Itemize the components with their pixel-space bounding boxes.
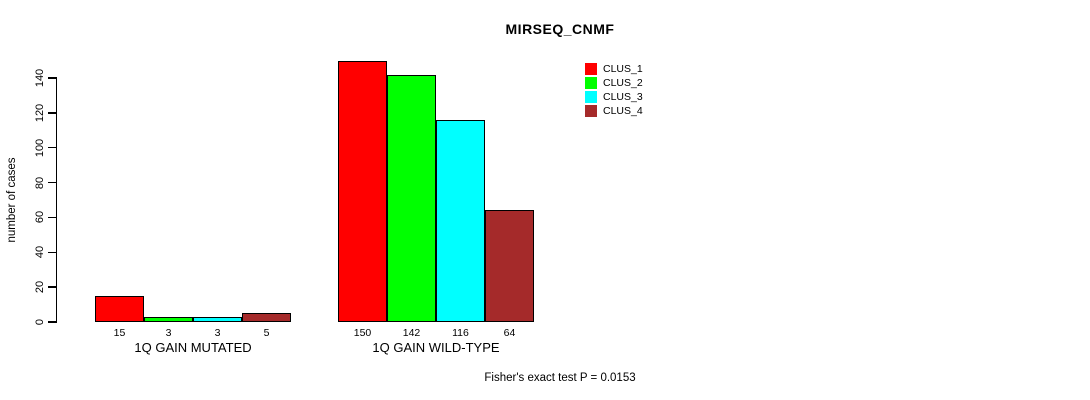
legend-item: CLUS_4 — [585, 104, 643, 118]
legend-label: CLUS_4 — [603, 105, 643, 117]
legend-swatch — [585, 63, 597, 75]
bar-clus_1-group2 — [338, 60, 387, 322]
bar-clus_2-group2 — [387, 74, 436, 322]
bar-value-label: 3 — [214, 327, 221, 339]
bar-value-label: 5 — [263, 327, 270, 339]
y-tick-label: 40 — [34, 246, 46, 259]
category-label: 1Q GAIN MUTATED — [134, 340, 252, 355]
y-tick — [47, 146, 56, 149]
y-tick-label: 0 — [34, 318, 46, 326]
legend-label: CLUS_1 — [603, 63, 643, 75]
category-label: 1Q GAIN WILD-TYPE — [372, 340, 500, 355]
y-tick — [47, 112, 56, 114]
chart-title: MIRSEQ_CNMF — [505, 21, 615, 37]
y-tick — [47, 77, 56, 79]
bar-clus_1-group1 — [95, 295, 144, 322]
legend-swatch — [585, 77, 597, 89]
legend-swatch — [585, 105, 597, 117]
y-tick — [47, 181, 56, 184]
y-tick — [47, 216, 56, 219]
bar-value-label: 150 — [353, 327, 372, 339]
bar-clus_3-group2 — [436, 119, 485, 322]
bar-clus_3-group1 — [193, 316, 242, 322]
bar-value-label: 142 — [402, 327, 421, 339]
y-tick-label: 20 — [34, 281, 46, 294]
y-tick — [47, 286, 56, 288]
y-tick-label: 120 — [34, 103, 46, 123]
legend-item: CLUS_1 — [585, 62, 643, 76]
chart-legend: CLUS_1 CLUS_2 CLUS_3 CLUS_4 — [585, 62, 643, 118]
bar-clus_2-group1 — [144, 316, 193, 322]
y-axis-line — [55, 77, 57, 323]
bar-value-label: 3 — [165, 327, 172, 339]
fisher-test-annotation: Fisher's exact test P = 0.0153 — [484, 372, 636, 384]
y-tick — [47, 321, 56, 323]
legend-item: CLUS_2 — [585, 76, 643, 90]
bar-value-label: 116 — [452, 327, 469, 339]
bar-clus_4-group2 — [485, 210, 534, 322]
bar-value-label: 64 — [503, 327, 516, 339]
legend-swatch — [585, 91, 597, 103]
y-tick-label: 60 — [34, 211, 46, 224]
y-tick-label: 100 — [34, 138, 46, 157]
y-tick — [47, 251, 56, 254]
bar-value-label: 15 — [113, 327, 126, 339]
bar-clus_4-group1 — [242, 313, 291, 322]
legend-item: CLUS_3 — [585, 90, 643, 104]
y-tick-label: 80 — [34, 176, 46, 189]
y-axis-title: number of cases — [6, 157, 18, 243]
y-tick-label: 140 — [34, 68, 46, 88]
legend-label: CLUS_2 — [603, 77, 643, 89]
legend-label: CLUS_3 — [603, 91, 643, 103]
